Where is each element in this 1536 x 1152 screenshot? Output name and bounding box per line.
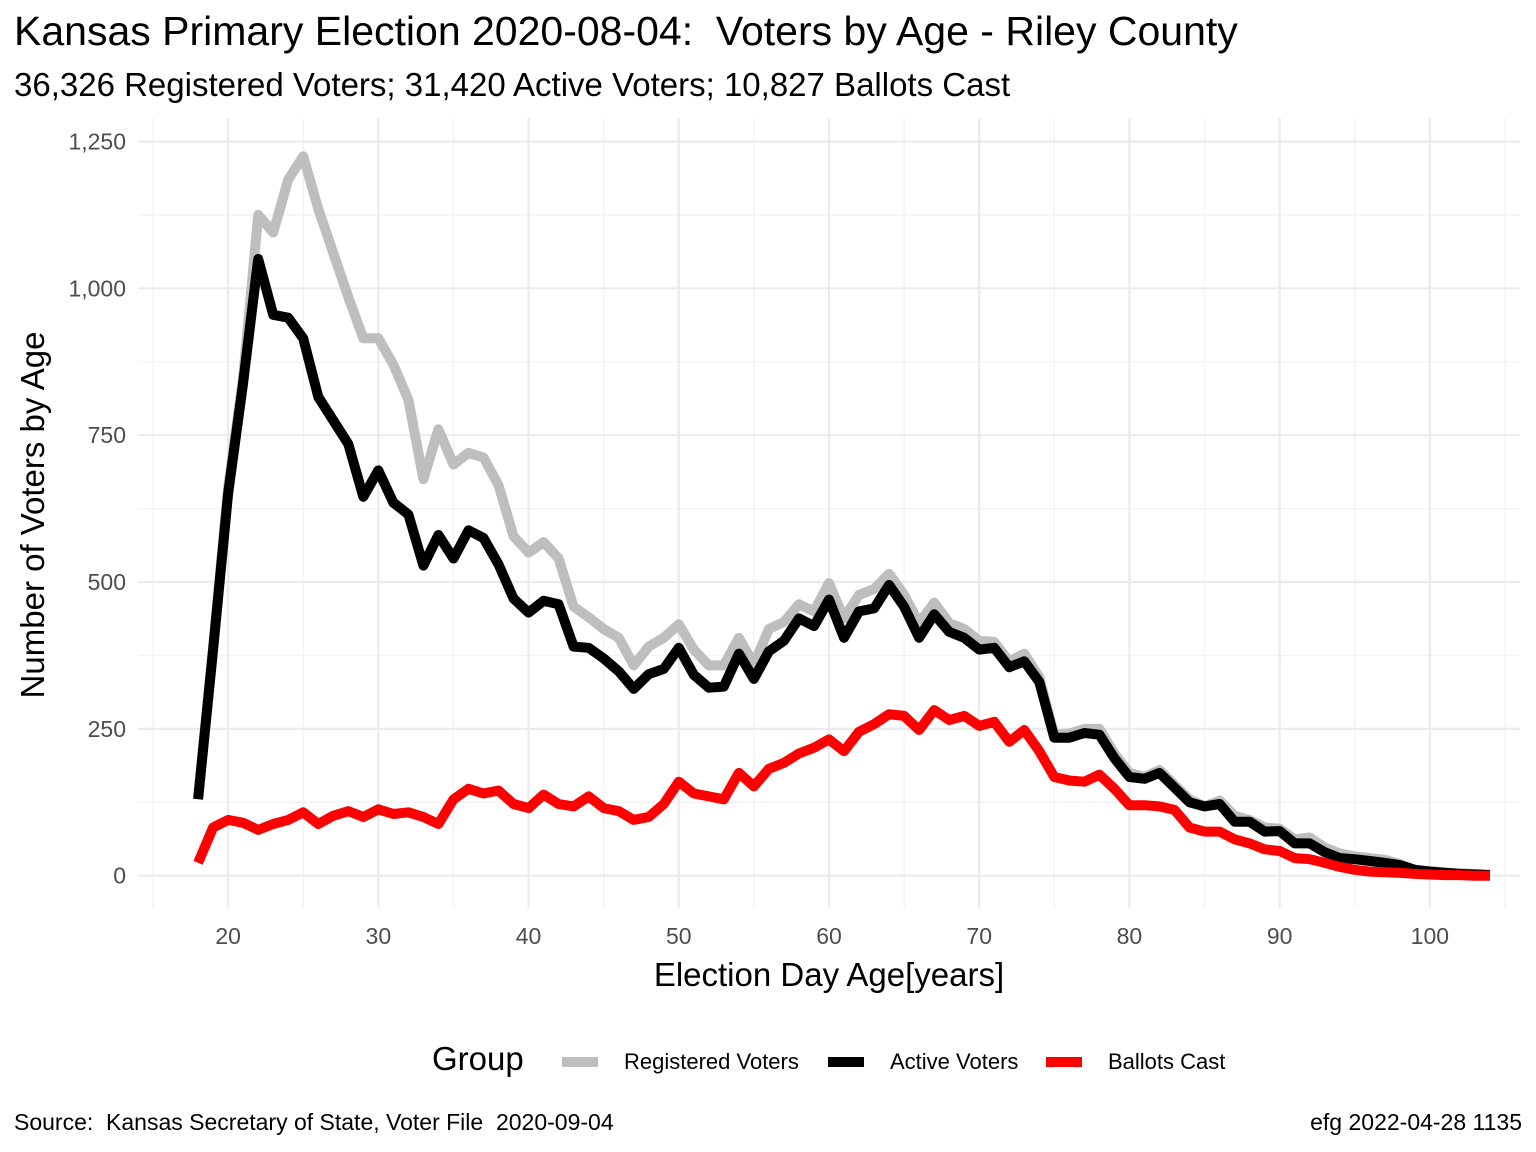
series-line-ballots-cast: [193, 705, 1490, 881]
y-tick-label: 1,250: [68, 128, 126, 154]
x-tick-label: 90: [1267, 923, 1293, 949]
y-tick-label: 1,000: [68, 275, 126, 301]
x-tick-label: 40: [516, 923, 542, 949]
y-tick-label: 0: [113, 863, 126, 889]
chart-title: Kansas Primary Election 2020-08-04: Vote…: [14, 8, 1238, 54]
legend-item-active-voters: Active Voters: [828, 1048, 1018, 1076]
legend-label-registered-voters: Registered Voters: [624, 1049, 799, 1074]
line-chart: 0 250 500 750 1,000 1,250 20 30 40 50 60 70 80 90 100…: [14, 118, 1520, 993]
x-tick-label: 80: [1117, 923, 1143, 949]
x-tick-label: 50: [666, 923, 692, 949]
x-tick-label: 20: [215, 923, 241, 949]
series-line-registered-voters: [193, 151, 1491, 880]
y-tick-label: 250: [88, 716, 126, 742]
grid: [138, 118, 1520, 908]
legend-label-active-voters: Active Voters: [890, 1049, 1019, 1074]
legend-key-ballots-cast: [1046, 1057, 1082, 1067]
y-tick-label: 750: [88, 422, 126, 448]
x-tick-label: 60: [816, 923, 842, 949]
x-axis-ticks: 20 30 40 50 60 70 80 90 100: [215, 923, 1449, 949]
legend-key-active-voters: [828, 1057, 864, 1067]
series-line-active-voters: [193, 254, 1491, 881]
legend-item-registered-voters: Registered Voters: [562, 1048, 799, 1076]
legend-label-ballots-cast: Ballots Cast: [1108, 1049, 1226, 1074]
x-axis-title: Election Day Age[years]: [654, 956, 1004, 993]
source-caption: Source: Kansas Secretary of State, Voter…: [14, 1109, 614, 1135]
legend-title: Group: [432, 1040, 524, 1077]
y-tick-label: 500: [88, 569, 126, 595]
chart-subtitle: 36,326 Registered Voters; 31,420 Active …: [14, 66, 1011, 103]
x-tick-label: 100: [1411, 923, 1449, 949]
series-lines: [193, 151, 1491, 881]
author-caption: efg 2022-04-28 1135: [1310, 1109, 1522, 1135]
y-axis-ticks: 0 250 500 750 1,000 1,250: [68, 128, 126, 888]
x-tick-label: 30: [366, 923, 392, 949]
legend-item-ballots-cast: Ballots Cast: [1046, 1048, 1225, 1076]
y-axis-title: Number of Voters by Age: [14, 332, 51, 699]
legend: Group Registered Voters Active Voters Ba…: [0, 1036, 1536, 1088]
legend-key-registered-voters: [562, 1057, 598, 1067]
x-tick-label: 70: [966, 923, 992, 949]
